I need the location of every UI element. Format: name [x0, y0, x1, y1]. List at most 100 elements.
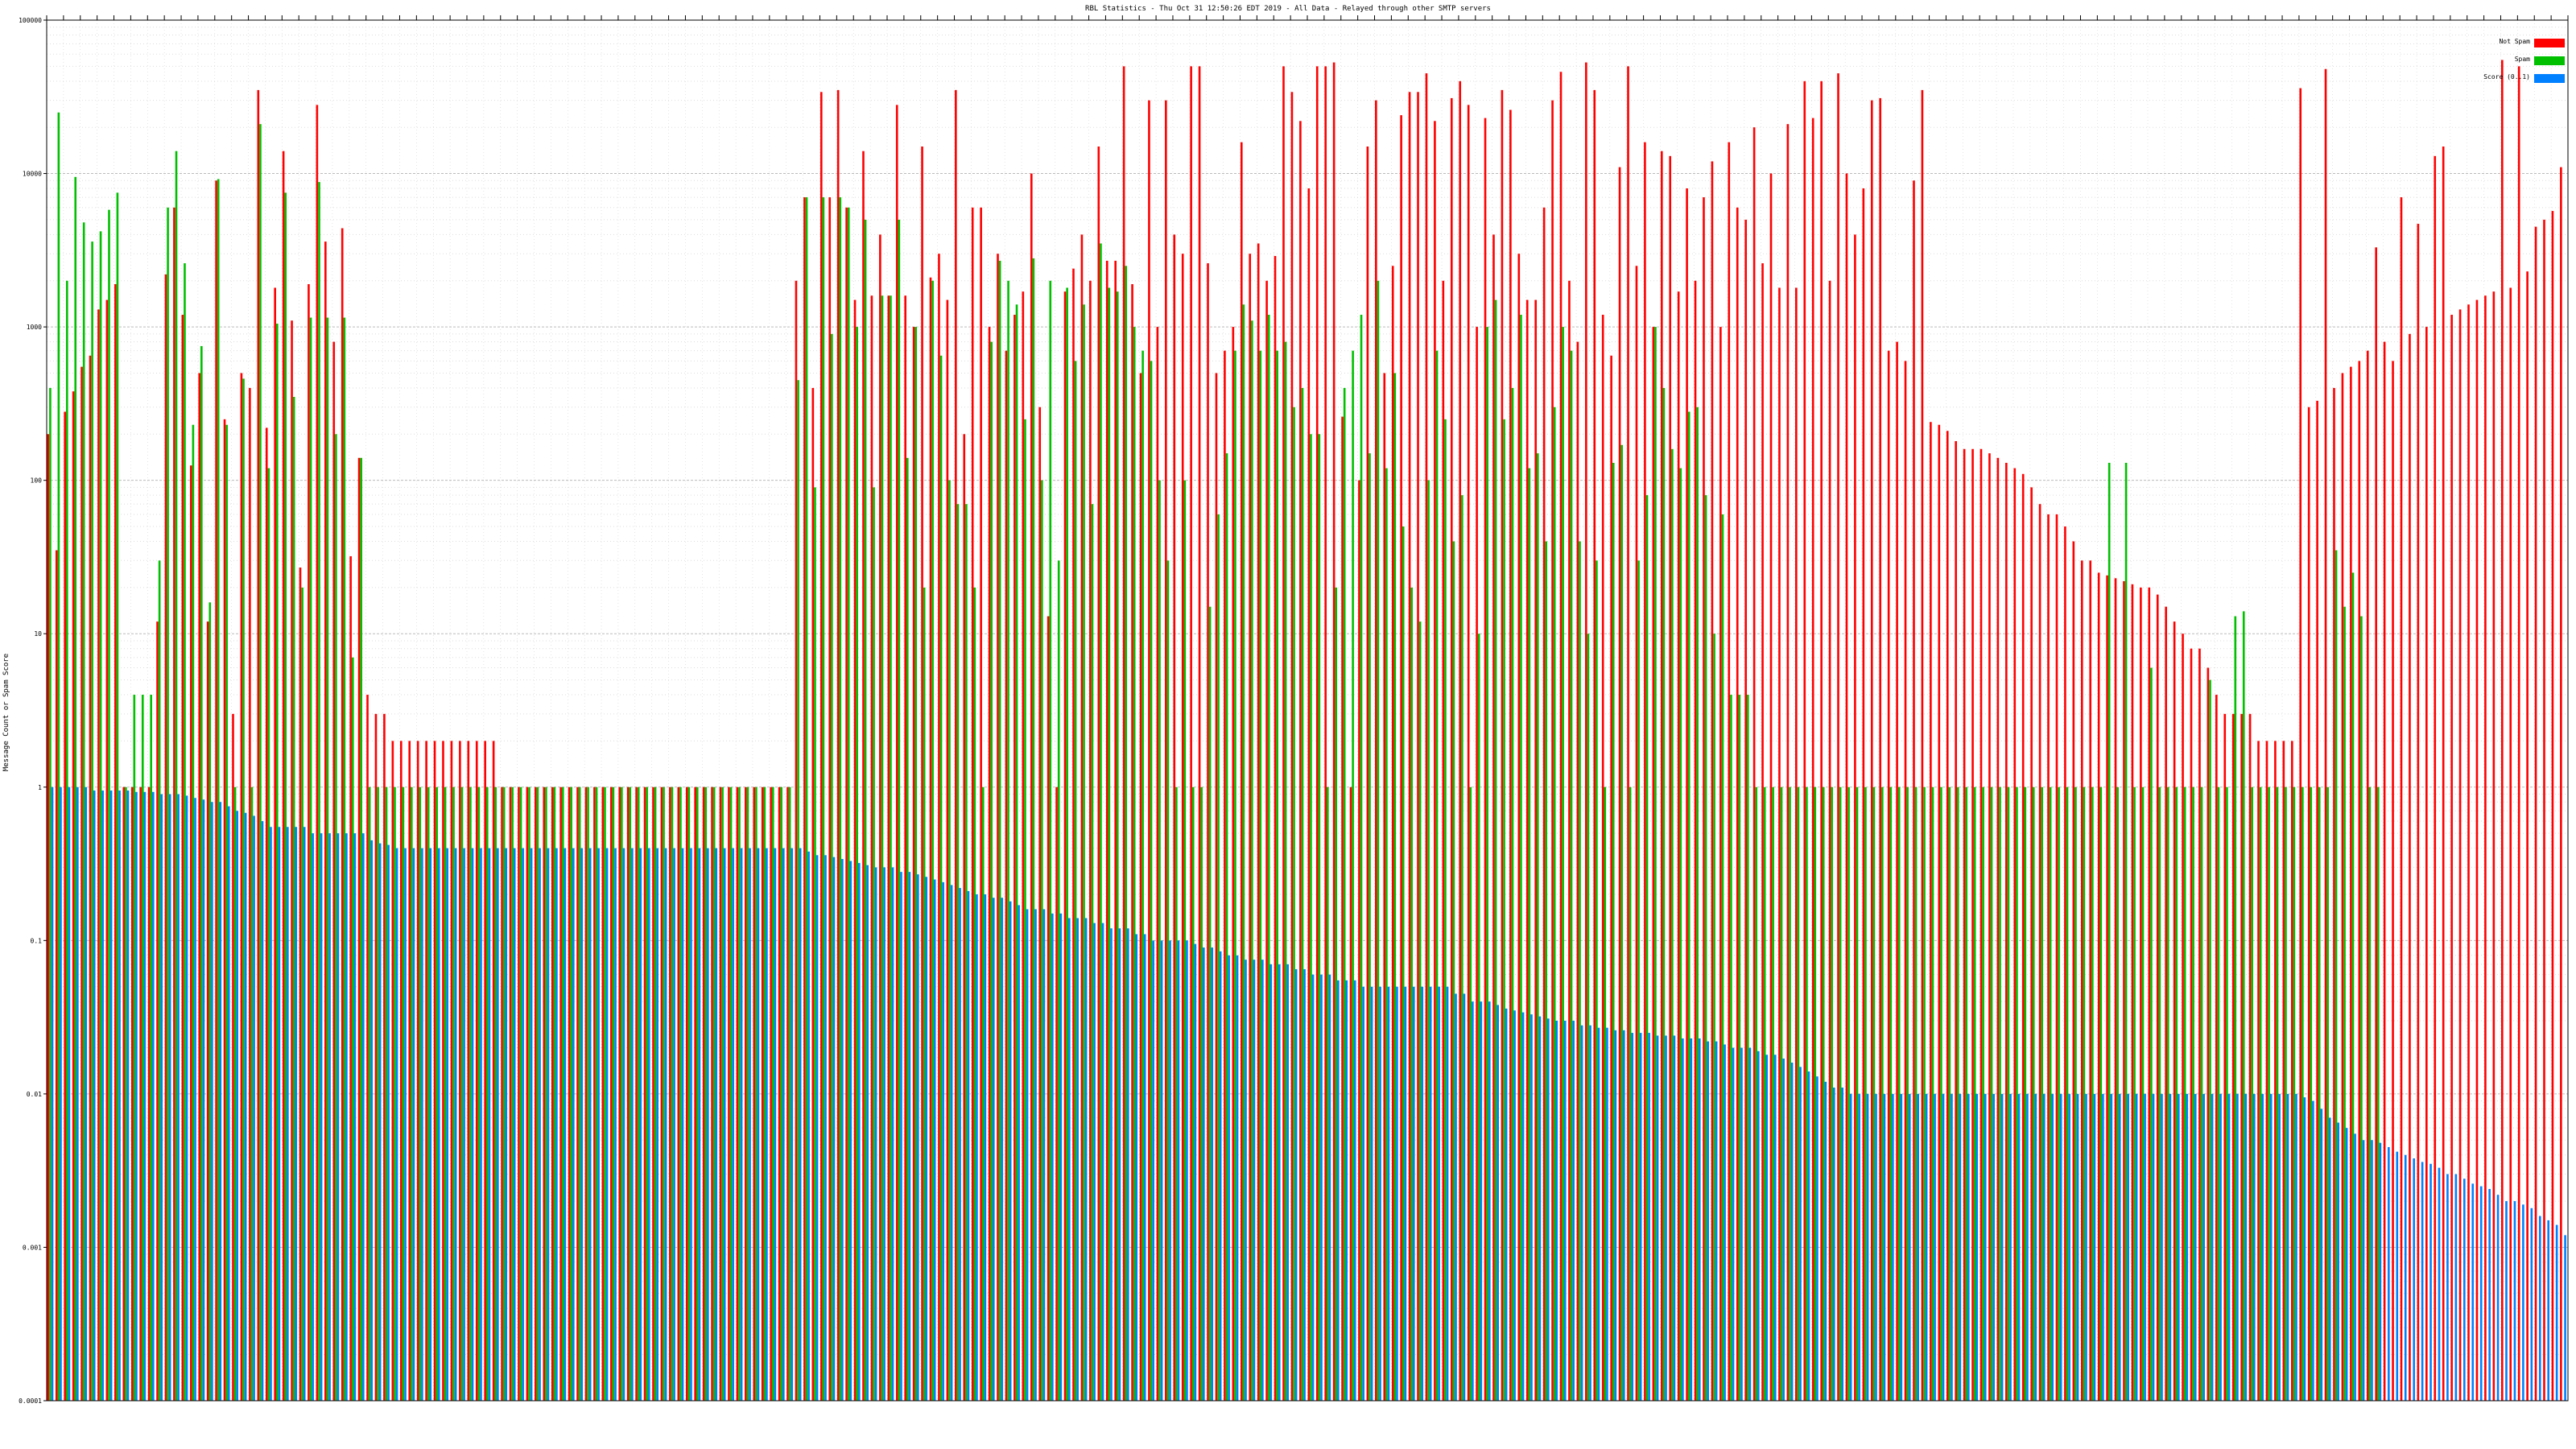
bar-not-spam [467, 741, 470, 1401]
bar-score-0-1 [143, 791, 147, 1401]
bar-not-spam [349, 555, 352, 1402]
bar-score-0-1 [942, 881, 944, 1401]
bar-not-spam [971, 207, 974, 1402]
bar-not-spam [1122, 66, 1125, 1402]
bar-spam [99, 231, 102, 1402]
bar-not-spam [2089, 560, 2092, 1401]
bar-spam [49, 387, 52, 1402]
bar-not-spam [2248, 713, 2252, 1401]
bar-spam [427, 786, 430, 1401]
bar-not-spam [980, 207, 982, 1402]
bar-spam [1999, 786, 2001, 1401]
bar-spam [1083, 304, 1085, 1401]
bar-not-spam [1534, 299, 1537, 1401]
bar-not-spam [719, 786, 722, 1401]
bar-score-0-1 [287, 827, 289, 1401]
bar-score-0-1 [749, 848, 751, 1401]
bar-spam [1814, 786, 1817, 1401]
bar-not-spam [828, 197, 832, 1401]
bar-score-0-1 [891, 867, 894, 1401]
bar-score-0-1 [2102, 1093, 2104, 1401]
bar-spam [309, 317, 312, 1401]
bar-spam [1881, 786, 1884, 1401]
bar-not-spam [2551, 211, 2554, 1401]
bar-not-spam [1459, 80, 1462, 1402]
bar-spam [1049, 280, 1052, 1401]
bar-spam [2242, 611, 2245, 1401]
bar-not-spam [1156, 327, 1159, 1401]
bar-score-0-1 [1614, 1030, 1617, 1401]
bar-spam [2200, 786, 2203, 1401]
bar-not-spam [1240, 142, 1243, 1401]
bar-not-spam [938, 254, 940, 1402]
bar-not-spam [887, 295, 890, 1402]
bar-spam [1200, 786, 1203, 1401]
bar-not-spam [2383, 341, 2386, 1402]
bar-spam [1620, 444, 1623, 1401]
bar-score-0-1 [505, 848, 508, 1401]
legend-swatch-score-0-1 [2534, 74, 2565, 83]
bar-not-spam [509, 786, 512, 1401]
bar-spam [494, 786, 497, 1401]
bar-score-0-1 [1975, 1093, 1979, 1401]
bar-not-spam [1442, 280, 1445, 1401]
bar-spam [192, 424, 195, 1401]
bar-spam [1587, 634, 1590, 1401]
bar-not-spam [1173, 234, 1176, 1401]
bar-spam [646, 786, 648, 1401]
bar-score-0-1 [1631, 1033, 1634, 1401]
bar-not-spam [2021, 473, 2025, 1401]
bar-score-0-1 [1505, 1008, 1508, 1401]
bar-spam [1889, 786, 1893, 1401]
bar-not-spam [1358, 480, 1360, 1402]
bar-spam [1528, 468, 1531, 1401]
bar-not-spam [1274, 256, 1277, 1401]
bar-spam [621, 786, 623, 1401]
bar-not-spam [694, 786, 696, 1401]
bar-not-spam [1282, 66, 1285, 1402]
bar-spam [1435, 350, 1439, 1401]
bar-spam [805, 197, 808, 1401]
bar-score-0-1 [1875, 1093, 1877, 1401]
bar-score-0-1 [832, 857, 836, 1401]
bar-not-spam [223, 419, 226, 1401]
bar-not-spam [1686, 188, 1688, 1401]
bar-not-spam [1139, 373, 1142, 1402]
bar-spam [528, 786, 530, 1401]
bar-spam [1410, 587, 1413, 1401]
bar-spam [1679, 468, 1682, 1401]
bar-score-0-1 [2328, 1117, 2331, 1401]
bar-spam [1797, 786, 1800, 1401]
bar-score-0-1 [2227, 1093, 2231, 1401]
bar-score-0-1 [261, 821, 264, 1401]
bar-score-0-1 [93, 791, 96, 1401]
bar-not-spam [1391, 266, 1394, 1401]
bar-not-spam [1332, 62, 1335, 1401]
bar-spam [1024, 419, 1026, 1401]
bar-not-spam [416, 741, 419, 1401]
bar-score-0-1 [1353, 980, 1356, 1401]
bar-spam [2099, 786, 2103, 1401]
bar-not-spam [2231, 713, 2235, 1401]
bar-spam [2343, 606, 2346, 1401]
bar-not-spam [2265, 741, 2268, 1401]
bar-spam [545, 786, 547, 1401]
bar-score-0-1 [1203, 947, 1205, 1401]
bar-not-spam [2316, 400, 2318, 1401]
bar-score-0-1 [1421, 986, 1424, 1401]
bar-not-spam [652, 786, 654, 1401]
bar-not-spam [459, 741, 461, 1401]
bar-not-spam [1207, 263, 1209, 1401]
bar-score-0-1 [732, 848, 734, 1401]
bar-score-0-1 [1488, 1001, 1491, 1401]
bar-not-spam [1476, 327, 1478, 1401]
bar-spam [2293, 786, 2296, 1401]
bar-not-spam [1845, 173, 1848, 1401]
bar-spam [1158, 480, 1161, 1402]
bar-spam [1461, 495, 1463, 1401]
bar-spam [1965, 786, 1968, 1401]
bar-not-spam [1963, 448, 1966, 1401]
bar-spam [1654, 327, 1657, 1401]
bar-spam [763, 786, 766, 1401]
bar-spam [402, 786, 405, 1401]
